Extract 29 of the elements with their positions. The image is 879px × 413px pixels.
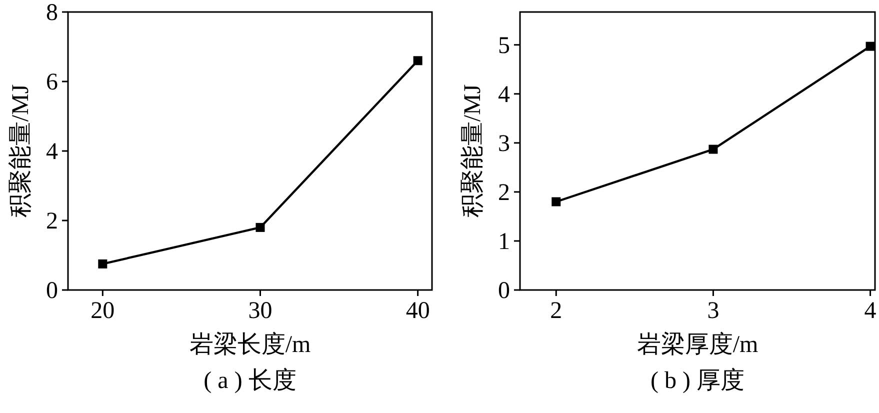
x-tick-label: 20 xyxy=(90,298,115,324)
point xyxy=(552,197,561,206)
x-tick-label: 3 xyxy=(707,298,720,324)
point xyxy=(866,42,875,51)
point xyxy=(708,144,718,154)
y-tick-label: 2 xyxy=(498,180,510,206)
y-axis-title: 积聚能量/MJ xyxy=(460,84,486,218)
y-tick-label: 0 xyxy=(498,278,510,304)
y-tick-label: 8 xyxy=(46,0,58,26)
point xyxy=(256,222,265,232)
x-tick-label: 2 xyxy=(550,298,562,324)
point xyxy=(413,56,422,66)
x-axis-title: 岩梁厚度/m xyxy=(636,331,758,358)
point xyxy=(98,259,108,268)
y-tick-label: 3 xyxy=(498,130,510,157)
y-tick-label: 4 xyxy=(498,82,510,108)
y-tick-label: 1 xyxy=(498,228,510,255)
y-tick-label: 5 xyxy=(498,32,510,59)
text: ( a ) 长度 xyxy=(204,367,296,394)
y-axis-title: 积聚能量/MJ xyxy=(8,84,34,218)
text: ( b ) 厚度 xyxy=(650,367,744,394)
y-tick-label: 4 xyxy=(46,139,58,165)
x-axis-title: 岩梁长度/m xyxy=(189,331,311,358)
y-tick-label: 6 xyxy=(46,70,58,96)
y-tick-label: 0 xyxy=(46,278,58,304)
x-tick-label: 30 xyxy=(248,298,272,324)
x-tick-label: 4 xyxy=(864,298,876,324)
y-tick-label: 2 xyxy=(46,208,58,234)
x-tick-label: 40 xyxy=(406,298,430,324)
